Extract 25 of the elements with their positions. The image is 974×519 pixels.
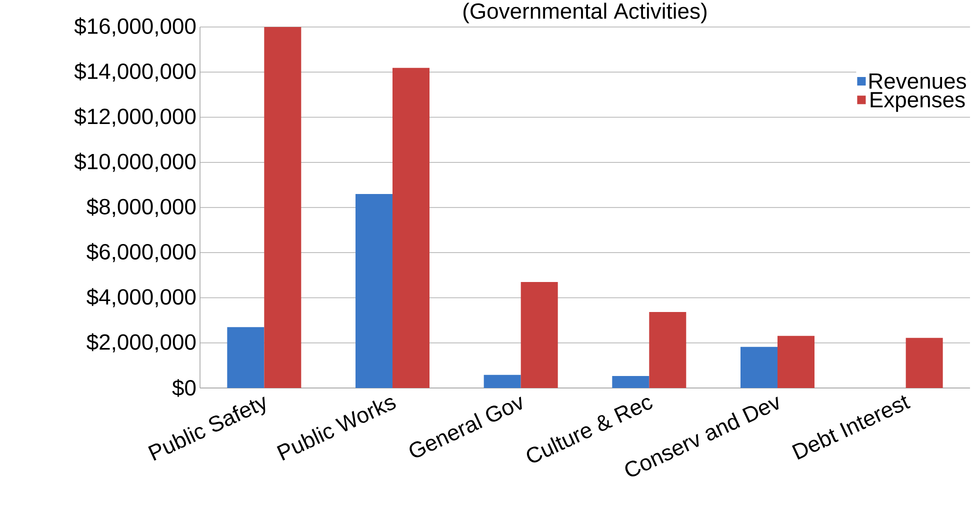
- y-tick-label: $2,000,000: [86, 333, 196, 352]
- bar: [484, 374, 521, 388]
- chart-title: (Governmental Activities): [464, 2, 706, 24]
- y-tick-label: $6,000,000: [86, 243, 196, 262]
- bar: [356, 194, 393, 388]
- bar: [227, 327, 264, 388]
- y-tick-label: $14,000,000: [74, 62, 196, 82]
- x-tick-label: Public Works: [276, 398, 396, 460]
- y-tick-label: $4,000,000: [86, 288, 196, 308]
- y-tick-label: $12,000,000: [74, 108, 196, 127]
- bar: [778, 336, 814, 388]
- bar: [612, 376, 650, 388]
- bar: [392, 68, 430, 388]
- legend-label: Expenses: [870, 92, 965, 112]
- legend-label: Revenues: [870, 74, 966, 89]
- y-tick-label: $16,000,000: [74, 17, 196, 37]
- bar: [906, 338, 943, 388]
- bar: [264, 26, 302, 388]
- y-tick-label: $8,000,000: [86, 198, 196, 218]
- bar: [649, 312, 686, 388]
- x-tick-label: Public Safety: [148, 396, 266, 461]
- bar: [520, 282, 558, 388]
- bar: [740, 346, 778, 388]
- y-tick-label: $10,000,000: [74, 152, 196, 172]
- y-tick-label: $0: [172, 379, 196, 397]
